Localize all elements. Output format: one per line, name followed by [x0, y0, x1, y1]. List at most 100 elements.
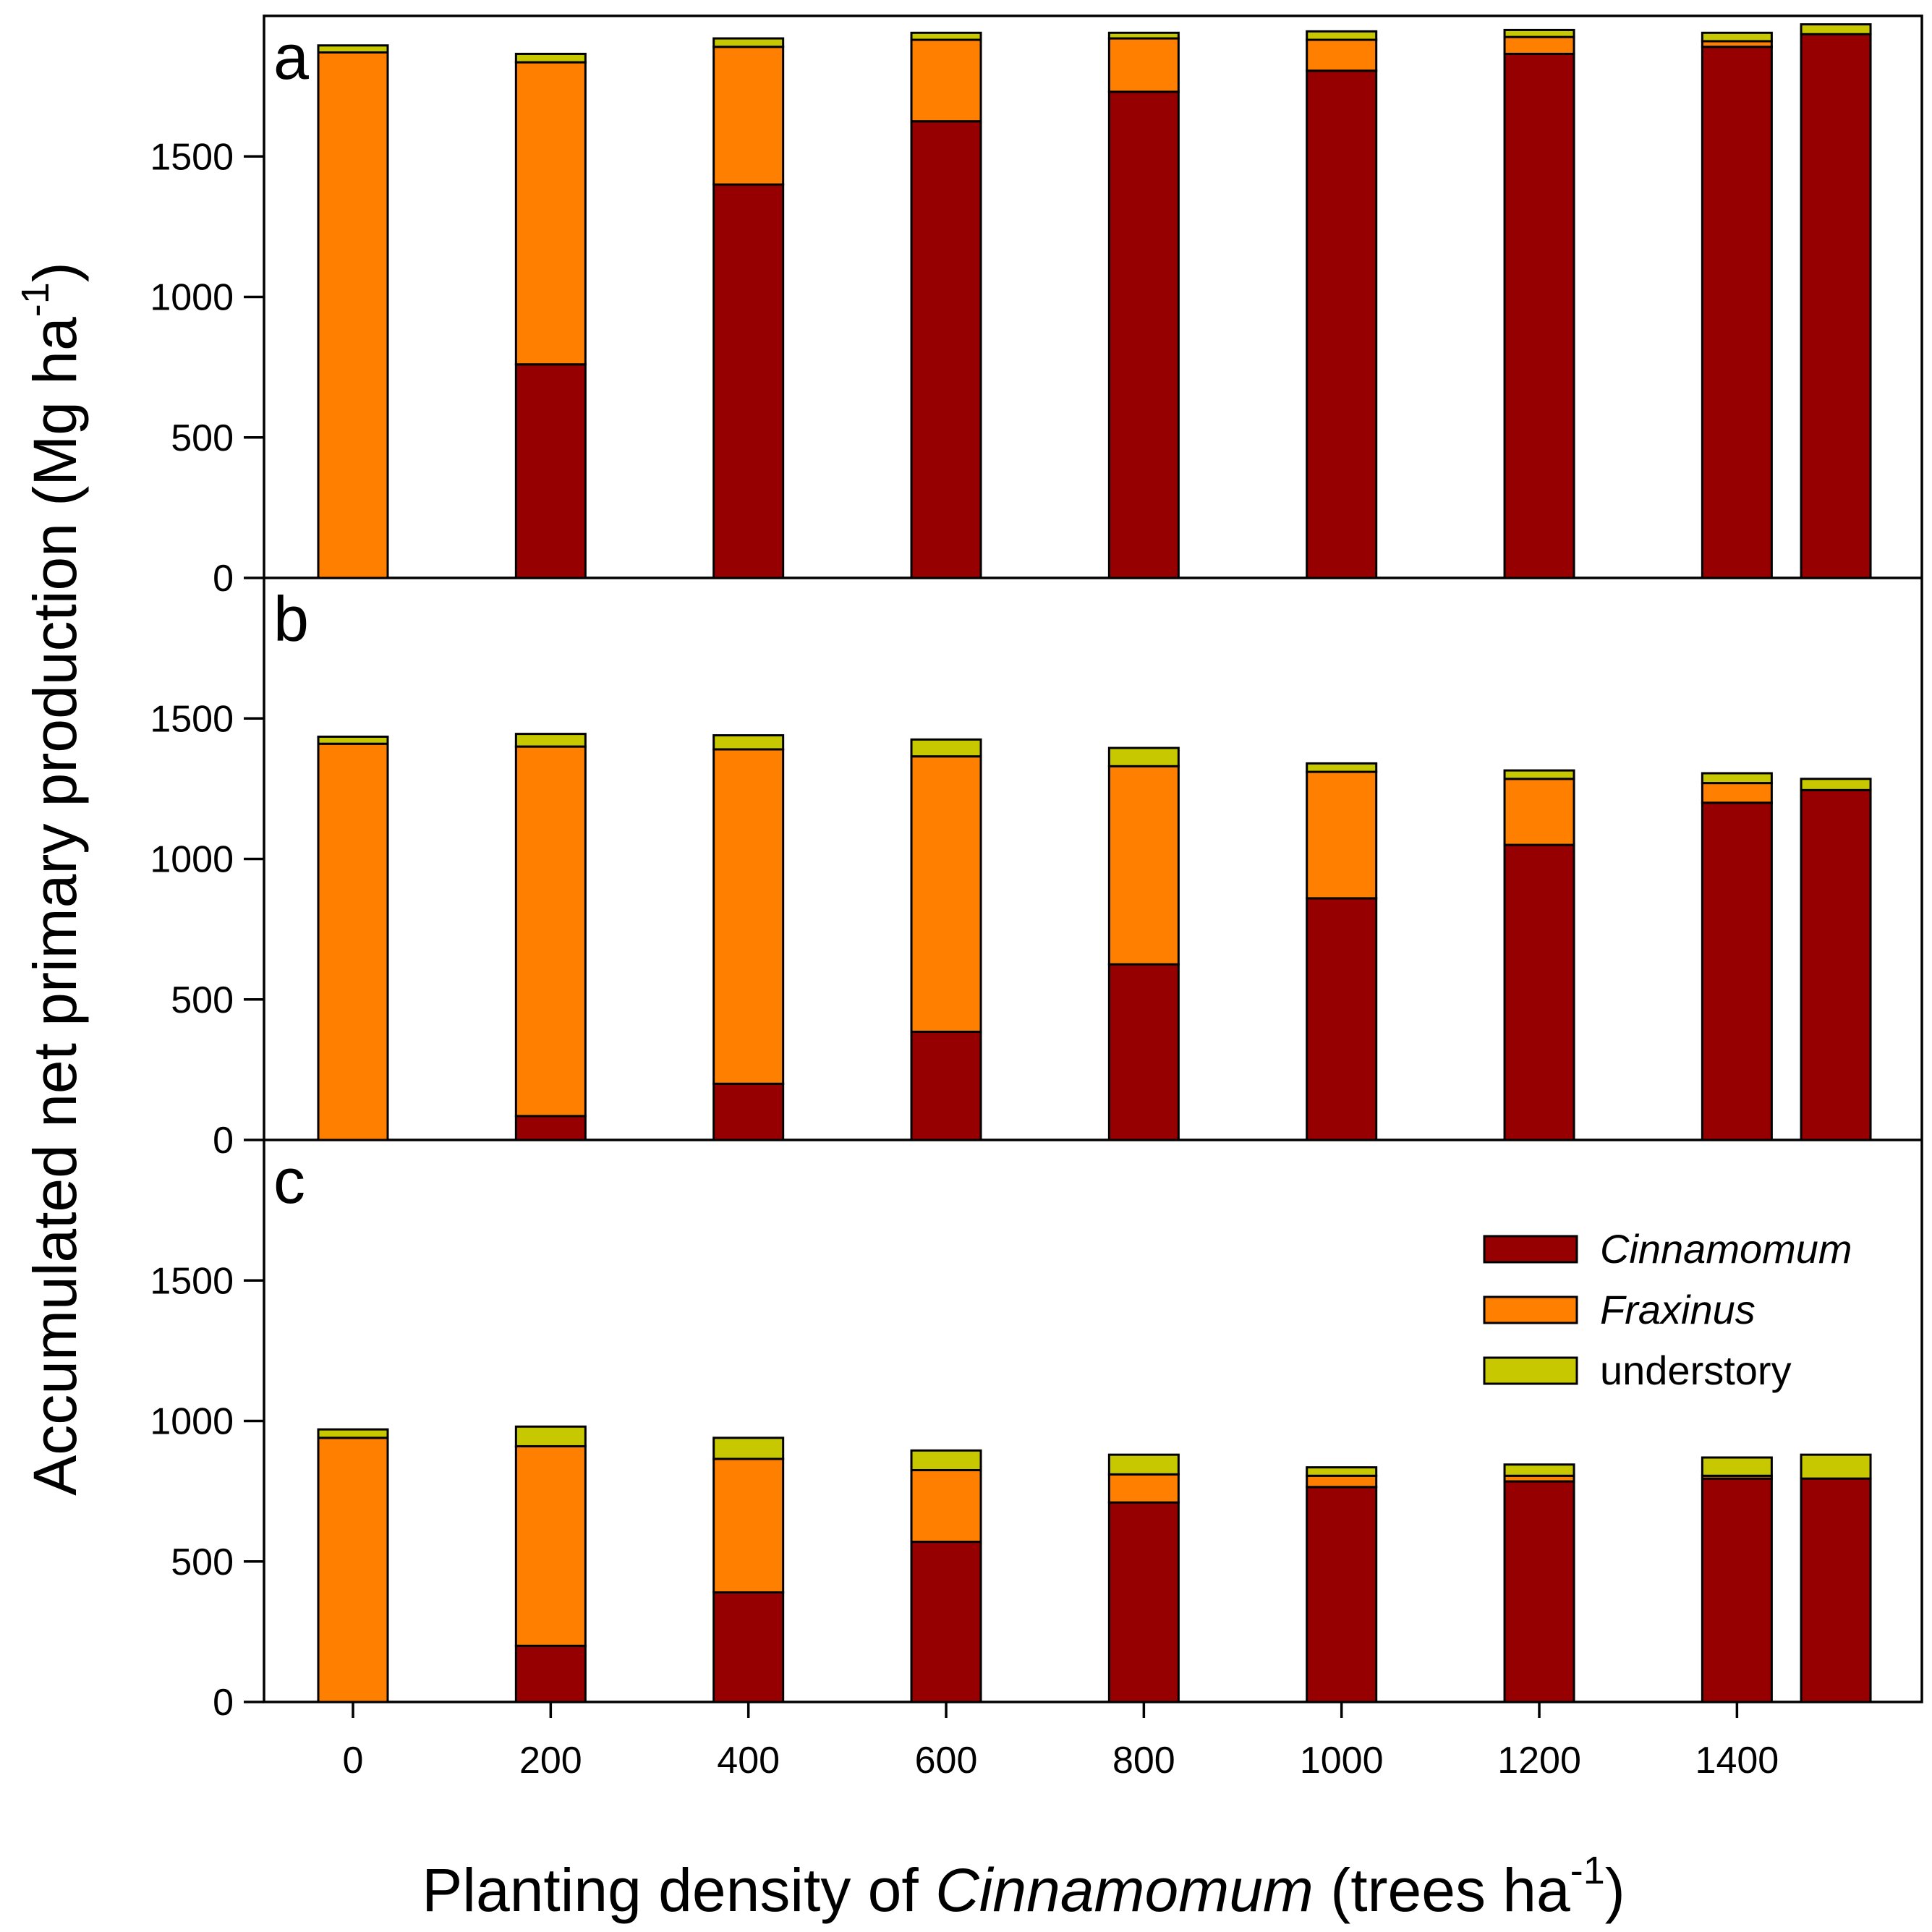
x-tick-label-1000: 1000 [1300, 1740, 1384, 1782]
bar-b-1000-cinnamomum [1306, 897, 1378, 1141]
bar-a-400-cinnamomum [712, 183, 785, 579]
axes-layer: a050010001500b050010001500c0500100015000… [150, 21, 1779, 1782]
bar-b-800-cinnamomum [1107, 963, 1180, 1141]
bar-b-1400-fraxinus [1701, 782, 1773, 804]
x-tick-label-1400: 1400 [1695, 1740, 1779, 1782]
bar-b-1200-fraxinus [1503, 778, 1575, 846]
x-tick-label-800: 800 [1112, 1740, 1175, 1782]
panel-label-c: c [273, 1145, 305, 1217]
bar-b-800-understory [1107, 746, 1180, 767]
bar-a-200-understory [514, 52, 587, 64]
legend: Cinnamomum Fraxinus understory [1483, 1226, 1852, 1393]
y-tick-label-c-0: 0 [213, 1682, 234, 1724]
bar-b-1500-cinnamomum [1800, 788, 1872, 1141]
bar-c-600-cinnamomum [910, 1541, 982, 1703]
bar-a-1000-fraxinus [1306, 38, 1378, 72]
bar-c-400-fraxinus [712, 1457, 785, 1593]
bar-c-600-understory [910, 1449, 982, 1471]
x-axis-title-after: (trees ha [1314, 1856, 1570, 1924]
bar-a-1500-cinnamomum [1800, 33, 1872, 579]
bar-a-800-understory [1107, 31, 1180, 40]
bar-b-200-understory [514, 733, 587, 748]
bars-layer [317, 23, 1872, 1703]
y-tick-label-c-500: 500 [171, 1541, 234, 1583]
legend-swatch-fraxinus [1483, 1295, 1578, 1324]
bar-a-200-cinnamomum [514, 363, 587, 579]
bar-a-0-fraxinus [317, 51, 389, 579]
bar-b-400-cinnamomum [712, 1082, 785, 1141]
x-axis-title-superscript: -1 [1570, 1849, 1605, 1892]
bar-b-1000-understory [1306, 762, 1378, 773]
y-axis-title: Accumulated net primary production (Mg h… [14, 262, 89, 1495]
bar-a-1200-fraxinus [1503, 35, 1575, 55]
y-tick-label-a-500: 500 [171, 417, 234, 459]
x-axis-title-italic: Cinnamomum [935, 1856, 1314, 1924]
bar-c-1200-cinnamomum [1503, 1480, 1575, 1703]
bar-c-600-fraxinus [910, 1468, 982, 1544]
x-tick-label-200: 200 [519, 1740, 582, 1782]
y-tick-label-b-1500: 1500 [150, 698, 234, 740]
bar-c-1500-cinnamomum [1800, 1477, 1872, 1703]
y-tick-label-b-1000: 1000 [150, 839, 234, 881]
panel-label-a: a [273, 21, 309, 93]
y-tick-label-a-1500: 1500 [150, 136, 234, 178]
bar-c-1000-understory [1306, 1466, 1378, 1477]
bar-a-400-understory [712, 37, 785, 48]
bar-b-1400-understory [1701, 772, 1773, 785]
bar-a-1200-understory [1503, 28, 1575, 38]
bar-c-1000-fraxinus [1306, 1474, 1378, 1489]
bar-b-1400-cinnamomum [1701, 801, 1773, 1141]
x-tick-label-600: 600 [915, 1740, 978, 1782]
bar-a-1400-understory [1701, 31, 1773, 43]
bar-b-1200-cinnamomum [1503, 843, 1575, 1141]
bar-c-800-cinnamomum [1107, 1501, 1180, 1703]
legend-swatch-understory [1483, 1356, 1578, 1385]
bar-b-600-understory [910, 738, 982, 758]
y-tick-label-b-500: 500 [171, 979, 234, 1021]
legend-label-cinnamomum: Cinnamomum [1600, 1226, 1852, 1272]
bar-a-800-cinnamomum [1107, 90, 1180, 579]
bar-a-1200-cinnamomum [1503, 52, 1575, 579]
legend-swatch-cinnamomum [1483, 1235, 1578, 1264]
bar-c-1000-cinnamomum [1306, 1486, 1378, 1703]
bar-b-0-understory [317, 736, 389, 745]
bar-b-600-fraxinus [910, 755, 982, 1033]
bar-b-200-cinnamomum [514, 1115, 587, 1141]
bar-a-600-cinnamomum [910, 120, 982, 579]
bar-c-1400-cinnamomum [1701, 1477, 1773, 1703]
bar-b-400-fraxinus [712, 748, 785, 1085]
bar-b-1200-understory [1503, 769, 1575, 780]
bar-c-0-understory [317, 1428, 389, 1439]
bar-b-0-fraxinus [317, 742, 389, 1141]
x-tick-label-400: 400 [717, 1740, 780, 1782]
y-tick-label-a-1000: 1000 [150, 277, 234, 319]
legend-label-understory: understory [1600, 1348, 1792, 1393]
bar-a-0-understory [317, 44, 389, 54]
y-axis-title-text: Accumulated net primary production (Mg h… [21, 317, 89, 1496]
y-tick-label-c-1500: 1500 [150, 1260, 234, 1302]
y-axis-title-superscript: -1 [14, 282, 57, 317]
bar-b-400-understory [712, 734, 785, 751]
panel-label-b: b [273, 583, 309, 655]
x-tick-label-0: 0 [343, 1740, 364, 1782]
bar-b-1500-understory [1800, 778, 1872, 791]
bar-a-1400-cinnamomum [1701, 46, 1773, 579]
bar-b-600-cinnamomum [910, 1030, 982, 1141]
x-axis-title: Planting density of Cinnamomum (trees ha… [422, 1849, 1625, 1924]
bar-b-800-fraxinus [1107, 765, 1180, 966]
bar-c-800-understory [1107, 1453, 1180, 1476]
bar-a-1500-understory [1800, 23, 1872, 35]
bar-c-0-fraxinus [317, 1437, 389, 1703]
bar-c-800-fraxinus [1107, 1473, 1180, 1504]
bar-a-600-understory [910, 31, 982, 41]
y-tick-label-a-0: 0 [213, 558, 234, 600]
x-tick-label-1200: 1200 [1497, 1740, 1581, 1782]
x-axis-title-before: Planting density of [422, 1856, 935, 1924]
bar-a-800-fraxinus [1107, 37, 1180, 93]
x-axis-title-close: ) [1605, 1856, 1625, 1924]
bar-c-1400-understory [1701, 1456, 1773, 1477]
bar-c-1500-understory [1800, 1453, 1872, 1480]
bar-a-400-fraxinus [712, 46, 785, 186]
bar-c-1200-understory [1503, 1463, 1575, 1477]
